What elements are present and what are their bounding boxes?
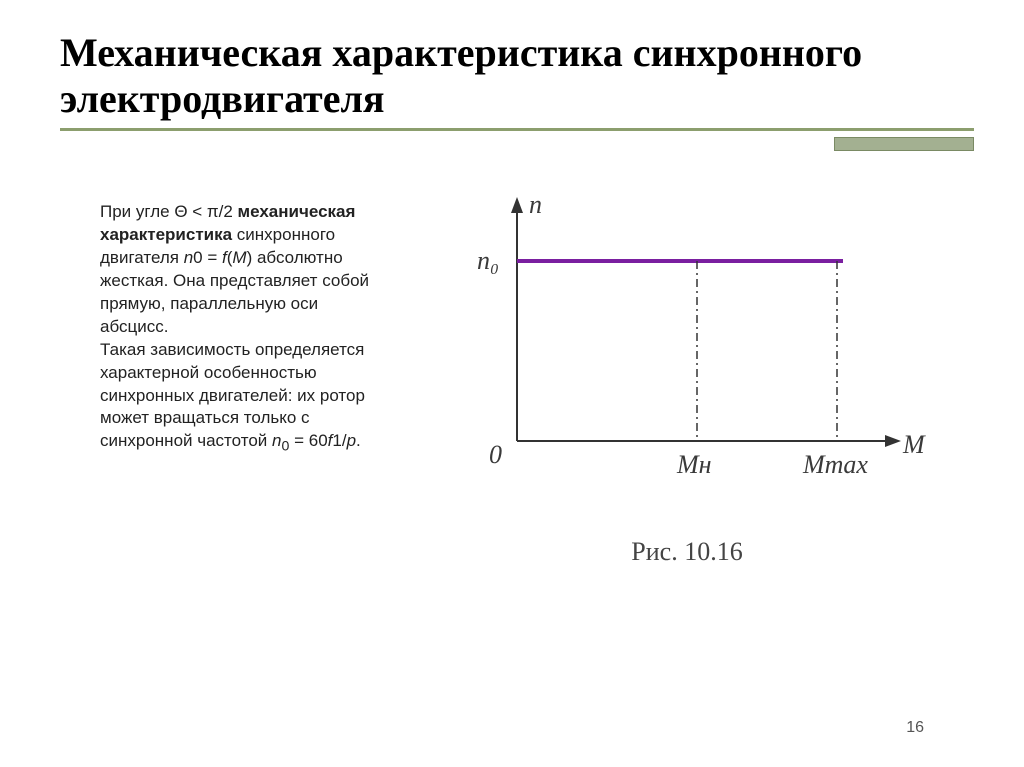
chart-column: n n₀ 0 Mн Mmax M Рис. 10.16 (400, 171, 974, 567)
svg-text:n: n (529, 190, 542, 219)
slide-title: Механическая характеристика синхронного … (60, 30, 974, 122)
content-row: При угле Θ < π/2 механическая характерис… (60, 191, 974, 567)
accent-box (834, 137, 974, 151)
text-column: При угле Θ < π/2 механическая характерис… (60, 191, 380, 567)
body-paragraph: При угле Θ < π/2 механическая характерис… (100, 201, 380, 457)
accent-bar (60, 137, 974, 151)
svg-text:M: M (902, 430, 926, 459)
mechanical-characteristic-chart: n n₀ 0 Mн Mmax M (437, 171, 937, 531)
svg-text:Mmax: Mmax (802, 450, 868, 479)
figure-caption: Рис. 10.16 (400, 537, 974, 567)
svg-text:n₀: n₀ (477, 246, 499, 275)
svg-text:Mн: Mн (676, 450, 712, 479)
title-block: Механическая характеристика синхронного … (60, 30, 974, 131)
chart-svg: n n₀ 0 Mн Mmax M (437, 171, 937, 491)
svg-text:0: 0 (489, 440, 502, 469)
page-number: 16 (906, 719, 924, 737)
